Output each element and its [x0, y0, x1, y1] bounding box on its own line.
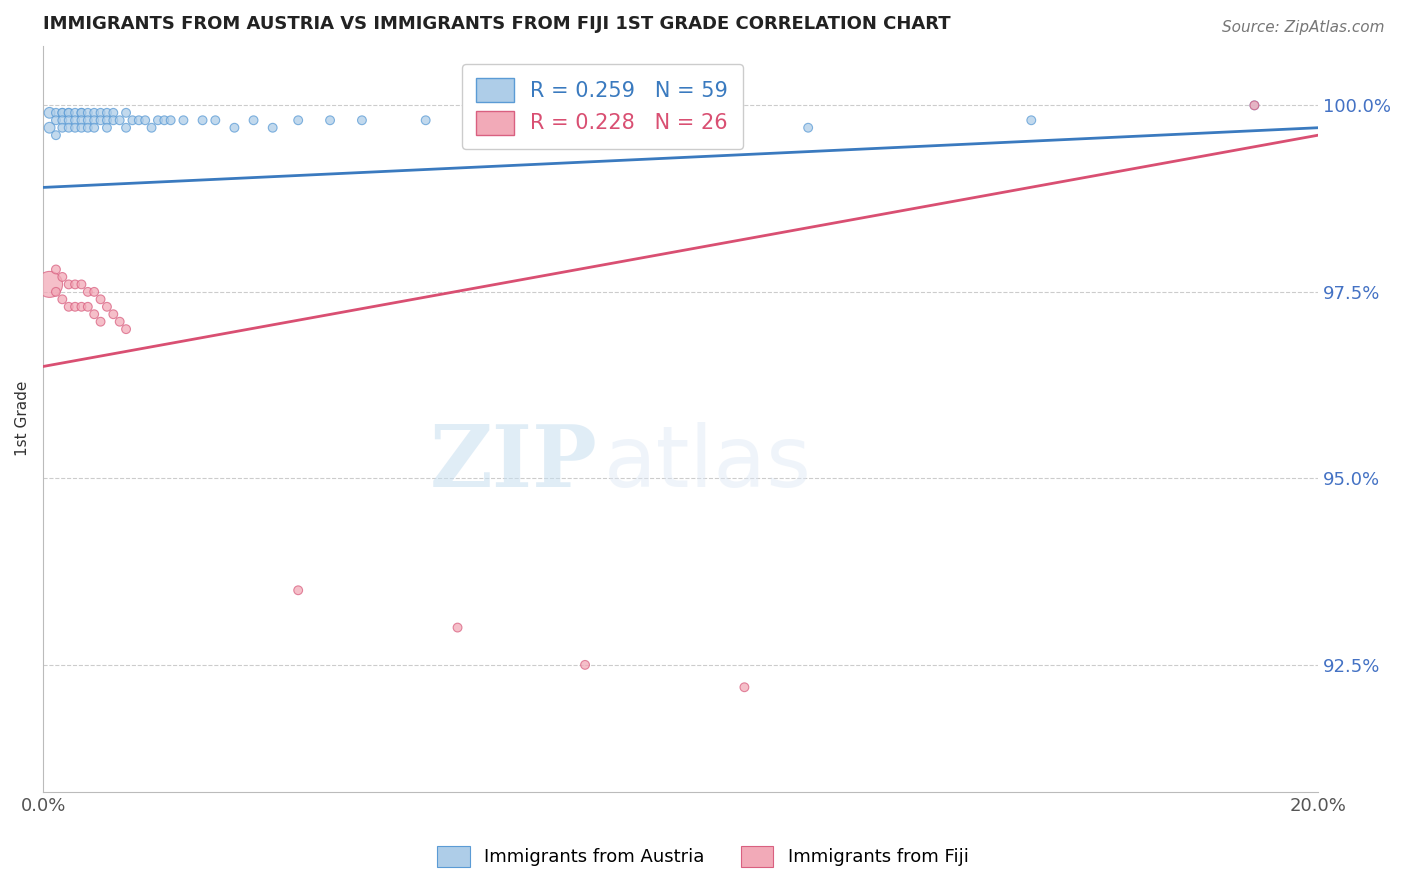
Point	[669, 113, 692, 128]
Point	[115, 120, 138, 135]
Point	[478, 120, 501, 135]
Point	[51, 293, 73, 307]
Point	[70, 300, 93, 314]
Point	[58, 120, 80, 135]
Point	[103, 113, 125, 128]
Point	[134, 113, 156, 128]
Point	[90, 113, 112, 128]
Point	[146, 113, 169, 128]
Point	[70, 105, 93, 120]
Point	[58, 105, 80, 120]
Point	[172, 113, 194, 128]
Point	[45, 128, 67, 143]
Point	[108, 315, 131, 329]
Point	[83, 285, 105, 299]
Point	[63, 105, 86, 120]
Text: atlas: atlas	[605, 422, 813, 505]
Point	[96, 113, 118, 128]
Point	[45, 105, 67, 120]
Point	[191, 113, 214, 128]
Y-axis label: 1st Grade: 1st Grade	[15, 381, 30, 457]
Point	[51, 269, 73, 284]
Point	[242, 113, 264, 128]
Point	[76, 120, 98, 135]
Point	[103, 307, 125, 321]
Point	[58, 277, 80, 292]
Point	[45, 262, 67, 277]
Point	[1019, 113, 1042, 128]
Point	[159, 113, 181, 128]
Point	[224, 120, 246, 135]
Text: IMMIGRANTS FROM AUSTRIA VS IMMIGRANTS FROM FIJI 1ST GRADE CORRELATION CHART: IMMIGRANTS FROM AUSTRIA VS IMMIGRANTS FR…	[44, 15, 950, 33]
Point	[63, 277, 86, 292]
Point	[1243, 98, 1265, 112]
Point	[38, 120, 60, 135]
Point	[96, 300, 118, 314]
Point	[58, 113, 80, 128]
Point	[96, 105, 118, 120]
Point	[141, 120, 163, 135]
Point	[63, 120, 86, 135]
Point	[287, 113, 309, 128]
Point	[45, 113, 67, 128]
Point	[96, 120, 118, 135]
Point	[70, 113, 93, 128]
Point	[350, 113, 373, 128]
Point	[51, 105, 73, 120]
Point	[83, 105, 105, 120]
Point	[63, 113, 86, 128]
Point	[70, 120, 93, 135]
Point	[574, 113, 596, 128]
Point	[153, 113, 176, 128]
Point	[108, 113, 131, 128]
Point	[45, 285, 67, 299]
Point	[262, 120, 284, 135]
Point	[115, 105, 138, 120]
Point	[83, 307, 105, 321]
Text: ZIP: ZIP	[430, 421, 598, 506]
Point	[287, 583, 309, 598]
Point	[115, 322, 138, 336]
Point	[70, 105, 93, 120]
Point	[51, 105, 73, 120]
Point	[38, 277, 60, 292]
Point	[128, 113, 150, 128]
Point	[83, 113, 105, 128]
Point	[90, 293, 112, 307]
Point	[90, 315, 112, 329]
Point	[76, 300, 98, 314]
Point	[76, 113, 98, 128]
Point	[51, 120, 73, 135]
Point	[70, 277, 93, 292]
Point	[797, 120, 820, 135]
Point	[574, 657, 596, 672]
Point	[319, 113, 342, 128]
Point	[204, 113, 226, 128]
Point	[1243, 98, 1265, 112]
Point	[121, 113, 143, 128]
Point	[63, 300, 86, 314]
Text: Source: ZipAtlas.com: Source: ZipAtlas.com	[1222, 20, 1385, 35]
Point	[103, 105, 125, 120]
Point	[76, 105, 98, 120]
Legend: Immigrants from Austria, Immigrants from Fiji: Immigrants from Austria, Immigrants from…	[430, 838, 976, 874]
Point	[446, 621, 468, 635]
Point	[76, 285, 98, 299]
Point	[415, 113, 437, 128]
Point	[58, 300, 80, 314]
Point	[38, 105, 60, 120]
Point	[83, 120, 105, 135]
Point	[51, 113, 73, 128]
Point	[90, 105, 112, 120]
Point	[58, 105, 80, 120]
Point	[733, 680, 755, 694]
Legend: R = 0.259   N = 59, R = 0.228   N = 26: R = 0.259 N = 59, R = 0.228 N = 26	[461, 63, 742, 149]
